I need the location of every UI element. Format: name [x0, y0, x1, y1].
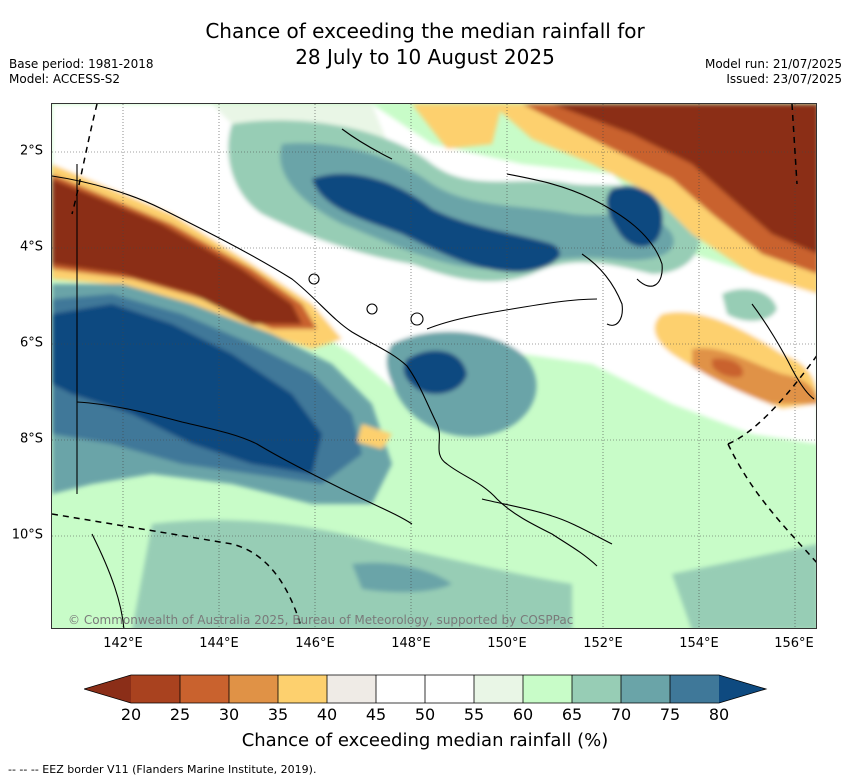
colorbar-tick-45: 45: [365, 705, 387, 724]
island-a: [308, 273, 320, 285]
coastlines: [52, 128, 815, 628]
title-line-1: Chance of exceeding the median rainfall …: [205, 19, 645, 43]
lon-label-142e: 142°E: [103, 636, 143, 651]
lat-label-10s: 10°S: [11, 527, 43, 543]
colorbar-tick-25: 25: [169, 705, 191, 724]
colorbar-tick-20: 20: [120, 705, 142, 724]
colorbar-tick-75: 75: [659, 705, 681, 724]
eez-border-east-b: [727, 443, 816, 563]
title-line-2: 28 July to 10 August 2025: [295, 45, 555, 69]
colorbar-tick-70: 70: [610, 705, 632, 724]
island-b: [366, 303, 378, 315]
eez-border-northeast: [791, 104, 798, 185]
region-65-70-south: [132, 520, 572, 628]
colorbar-tick-35: 35: [267, 705, 289, 724]
lon-label-148e: 148°E: [391, 636, 431, 651]
coastline-solomons: [751, 303, 815, 400]
colorbar-tick-55: 55: [463, 705, 485, 724]
lon-label-156e: 156°E: [774, 636, 814, 651]
region-25-30-east: [712, 358, 743, 378]
colorbar-segment-60-65: [523, 675, 572, 703]
lat-label-6s: 6°S: [19, 335, 43, 351]
colorbar-segment-20-25: [131, 675, 180, 703]
coastline-cape-york: [91, 533, 125, 628]
island-c: [410, 312, 424, 326]
base-period-text: Base period: 1981-2018: [9, 57, 154, 71]
colorbar: [84, 674, 768, 704]
coastline-bougainville-west: [581, 253, 623, 326]
eez-border-west: [71, 104, 98, 215]
map-canvas: [52, 104, 816, 628]
lon-label-144e: 144°E: [199, 636, 239, 651]
issued-text: Issued: 23/07/2025: [726, 72, 842, 86]
colorbar-segment-75-80: [670, 675, 719, 703]
copyright-credit: © Commonwealth of Australia 2025, Bureau…: [68, 613, 574, 627]
region-gt80-southwest: [52, 304, 322, 474]
colorbar-label: Chance of exceeding median rainfall (%): [241, 730, 609, 751]
colorbar-segment-70-75: [621, 675, 670, 703]
eez-footnote: -- -- -- EEZ border V11 (Flanders Marine…: [8, 763, 317, 776]
colorbar-segment-25-30: [180, 675, 229, 703]
colorbar-segment-45-50: [376, 675, 425, 703]
meta-left: Base period: 1981-2018 Model: ACCESS-S2: [9, 57, 154, 87]
colorbar-segment-40-45: [327, 675, 376, 703]
region-gt80-north-a: [312, 173, 561, 273]
colorbar-segment-65-70: [572, 675, 621, 703]
lat-label-4s: 4°S: [19, 239, 43, 255]
region-65-70-southeast: [672, 544, 816, 628]
region-65-70-east: [722, 289, 777, 321]
colorbar-tick-40: 40: [316, 705, 338, 724]
meta-right: Model run: 21/07/2025 Issued: 23/07/2025: [705, 57, 842, 87]
colorbar-tick-80: 80: [708, 705, 730, 724]
region-gt80-central: [403, 350, 467, 394]
lon-label-146e: 146°E: [295, 636, 335, 651]
region-lt20-northeast: [552, 104, 816, 254]
coastline-manus: [341, 128, 393, 160]
region-35-40-inland: [357, 424, 392, 449]
lon-label-152e: 152°E: [583, 636, 623, 651]
lon-label-154e: 154°E: [679, 636, 719, 651]
colorbar-tick-60: 60: [512, 705, 534, 724]
colorbar-segment-lt20: [84, 675, 131, 703]
colorbar-segment-50-55: [425, 675, 474, 703]
coastline-new-britain-north: [506, 173, 663, 287]
region-35-40-north: [412, 104, 502, 149]
lon-label-150e: 150°E: [487, 636, 527, 651]
region-lt20-west: [52, 179, 302, 324]
colorbar-segment-gt80: [719, 675, 766, 703]
colorbar-segment-55-60: [474, 675, 523, 703]
chart-title: Chance of exceeding the median rainfall …: [0, 18, 850, 70]
rainfall-map: [51, 103, 817, 629]
region-gt80-north-b: [606, 186, 663, 247]
region-70-75-south: [352, 562, 452, 593]
colorbar-tick-30: 30: [218, 705, 240, 724]
lat-label-8s: 8°S: [19, 431, 43, 447]
colorbar-segment-30-35: [229, 675, 278, 703]
coastline-mainland-south: [76, 401, 413, 525]
lat-label-2s: 2°S: [19, 143, 43, 159]
colorbar-segment-35-40: [278, 675, 327, 703]
eez-borders: [52, 104, 816, 628]
colorbar-tick-65: 65: [561, 705, 583, 724]
coastline-new-britain-south: [426, 298, 598, 330]
coastline-southeast: [481, 498, 613, 545]
model-text: Model: ACCESS-S2: [9, 72, 121, 86]
colorbar-tick-50: 50: [414, 705, 436, 724]
coastline-mainland-north: [52, 175, 598, 567]
region-70-75-north: [280, 143, 674, 269]
colorbar-outline: [84, 674, 768, 704]
model-run-text: Model run: 21/07/2025: [704, 57, 842, 71]
